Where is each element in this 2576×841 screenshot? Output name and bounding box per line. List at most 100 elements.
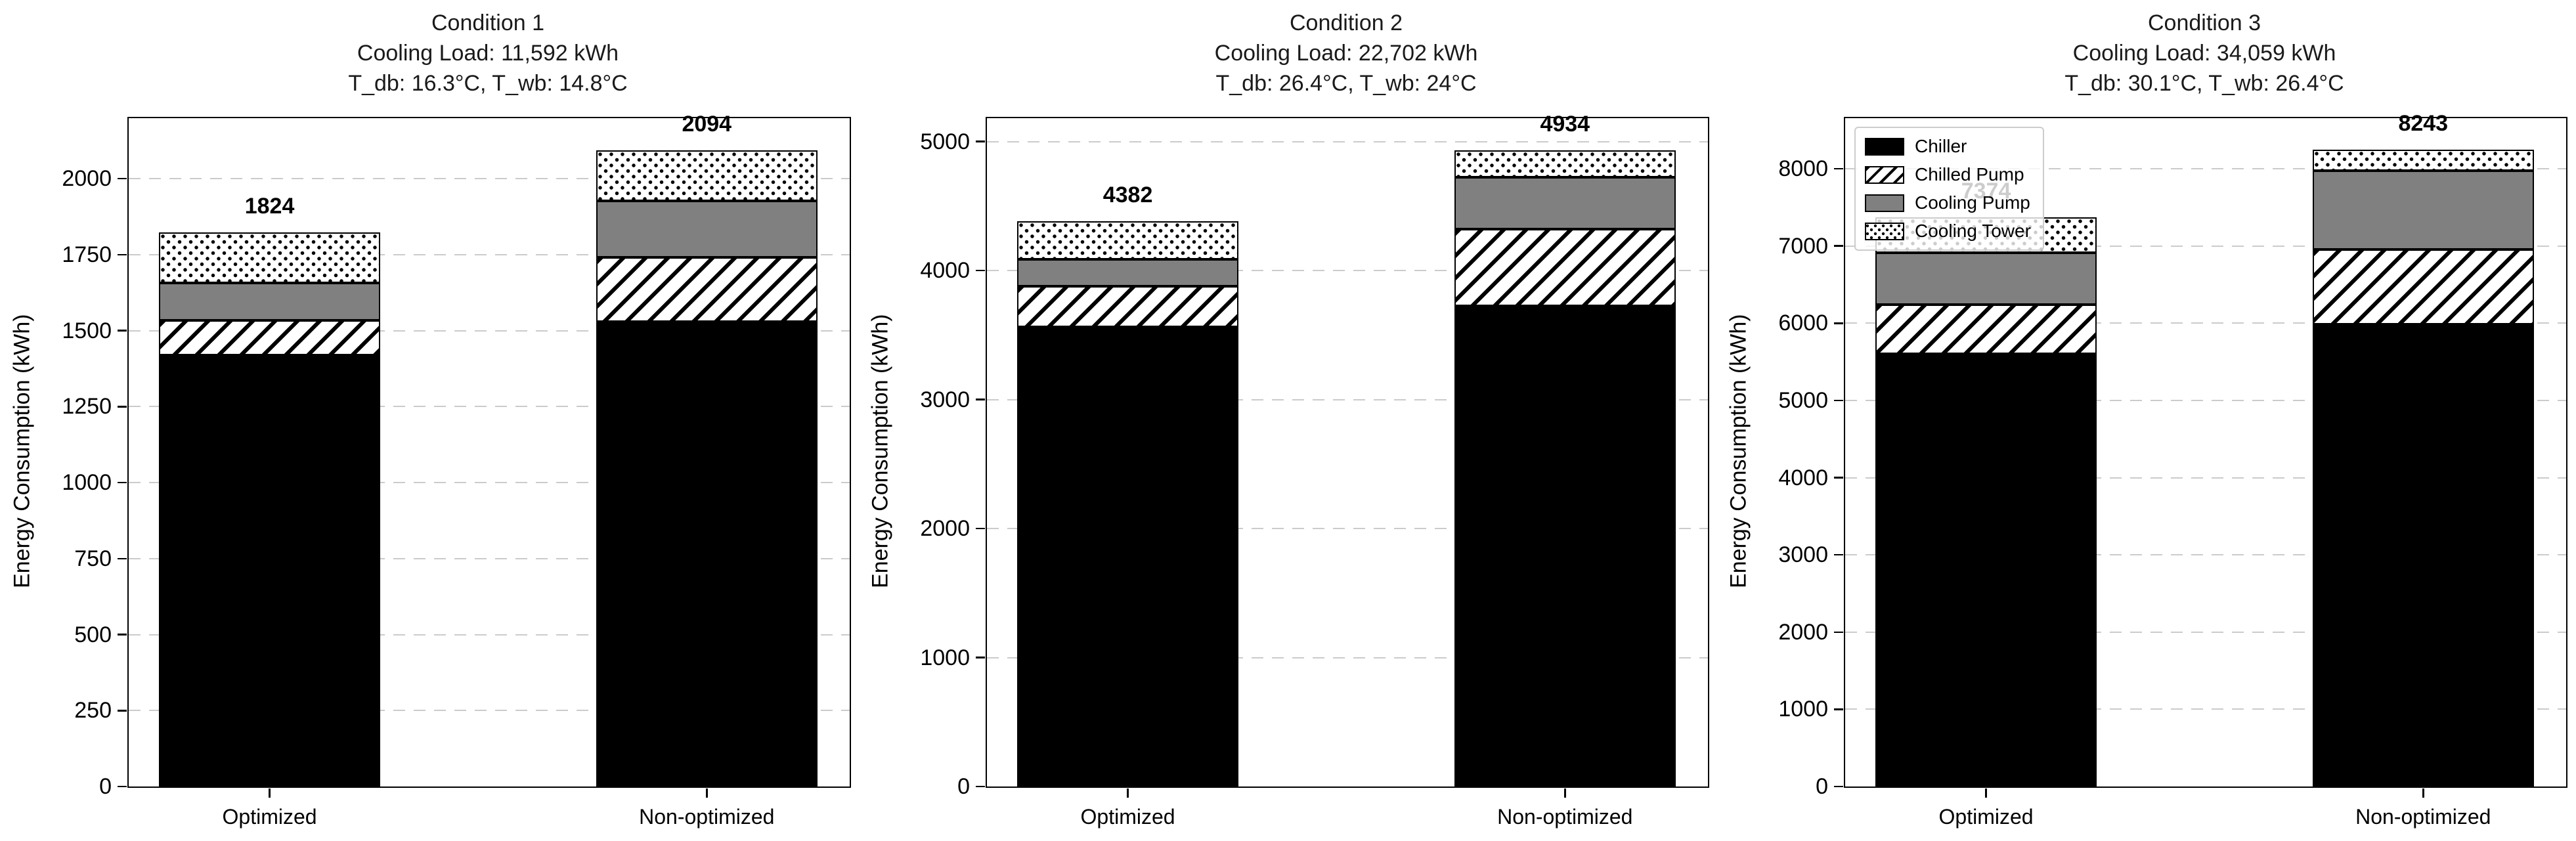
y-tick-label: 1500 <box>62 318 112 343</box>
y-tick-mark <box>976 399 985 400</box>
y-tick-mark <box>118 481 127 484</box>
y-tick-mark <box>1834 785 1843 788</box>
gridline <box>1845 554 2566 556</box>
bar-segment-chiller <box>1017 326 1239 787</box>
y-tick-mark <box>1834 553 1843 556</box>
subplot-condition-1: Condition 1 Cooling Load: 11,592 kWh T_db:… <box>0 0 858 841</box>
x-tick-mark <box>1564 788 1566 798</box>
x-tick-label: Non-optimized <box>2355 805 2491 829</box>
y-tick-label: 0 <box>99 774 112 799</box>
y-axis-label: Energy Consumption (kWh) <box>1726 314 1751 588</box>
subplot-condition-3: Condition 3 Cooling Load: 34,059 kWh T_db:… <box>1716 0 2575 841</box>
y-tick-mark <box>1834 399 1843 402</box>
subplot-title: Condition 1 Cooling Load: 11,592 kWh T_db:… <box>127 8 848 98</box>
gridline <box>987 270 1708 272</box>
gridline <box>1845 708 2566 710</box>
gridline <box>987 528 1708 530</box>
y-tick-label: 750 <box>74 546 112 571</box>
bar-segment-chiller <box>159 355 381 787</box>
subplot-title-line: T_db: 16.3°C, T_wb: 14.8°C <box>348 71 628 96</box>
gridline <box>1845 399 2566 401</box>
y-tick-label: 2000 <box>920 516 970 542</box>
y-axis-label: Energy Consumption (kWh) <box>9 314 35 588</box>
bar-segment-chiller <box>1454 306 1676 787</box>
legend-entry: Chiller <box>1865 136 2031 157</box>
x-tick-mark <box>2422 788 2424 798</box>
subplot-title-line: Cooling Load: 22,702 kWh <box>1214 41 1478 66</box>
plot-area: 0100020003000400050006000700080007374Opt… <box>1778 111 2567 829</box>
bar-segment-chiller <box>2312 324 2534 787</box>
gridline <box>129 634 850 636</box>
bar-segment-chiller <box>1875 353 2097 787</box>
y-tick-mark <box>118 253 127 256</box>
subplot-title-line: Cooling Load: 34,059 kWh <box>2072 41 2336 66</box>
subplot-title-line: Condition 1 <box>431 11 544 35</box>
bar-segment-cooling-pump <box>2312 171 2534 249</box>
y-tick-label: 5000 <box>1778 387 1828 413</box>
subplot-title-line: Condition 2 <box>1289 11 1403 35</box>
x-tick-mark <box>1985 788 1987 798</box>
bar-total-label: 1824 <box>244 193 295 219</box>
bar-segment-chilled-pump <box>596 257 818 322</box>
gridline <box>129 253 850 255</box>
y-tick-label: 2000 <box>1778 619 1828 645</box>
y-tick-mark <box>976 657 985 658</box>
bar-total-label: 8243 <box>2398 111 2449 137</box>
x-tick-label: Non-optimized <box>639 805 775 829</box>
legend-label: Cooling Tower <box>1915 221 2031 241</box>
legend-label: Chiller <box>1915 136 1967 156</box>
gridline <box>1845 245 2566 247</box>
legend-label: Chilled Pump <box>1915 164 2024 184</box>
gridline <box>1845 168 2566 170</box>
y-tick-label: 2000 <box>62 166 112 192</box>
legend-swatch-chilled-pump <box>1865 165 1904 184</box>
x-tick-label: Optimized <box>1080 805 1175 829</box>
legend: Chiller Chilled Pump Cooling Pump Cooling T… <box>1854 127 2044 251</box>
subplot-title: Condition 3 Cooling Load: 34,059 kWh T_db:… <box>1844 8 2565 98</box>
y-tick-mark <box>976 527 985 530</box>
bar-segment-cooling-pump <box>159 282 381 320</box>
gridline <box>129 557 850 559</box>
y-tick-label: 3000 <box>1778 542 1828 568</box>
x-tick-label: Non-optimized <box>1497 805 1633 829</box>
bar-segment-cooling-tower <box>1454 150 1676 177</box>
gridline <box>129 406 850 408</box>
bar-total-label: 2094 <box>682 111 732 137</box>
y-tick-label: 1000 <box>62 470 112 496</box>
y-tick-mark <box>118 710 127 712</box>
gridline <box>129 710 850 712</box>
y-tick-mark <box>1834 477 1843 479</box>
y-tick-mark <box>976 269 985 272</box>
gridline <box>987 657 1708 658</box>
y-tick-label: 4000 <box>920 258 970 284</box>
y-tick-mark <box>1834 631 1843 633</box>
y-tick-mark <box>118 634 127 636</box>
bar-segment-cooling-pump <box>1875 253 2097 305</box>
y-tick-label: 5000 <box>920 129 970 154</box>
y-tick-mark <box>976 140 985 142</box>
y-tick-mark <box>118 557 127 560</box>
gridline <box>987 399 1708 400</box>
legend-swatch-cooling-pump <box>1865 194 1904 212</box>
x-tick-label: Optimized <box>1938 805 2034 829</box>
subplot-title-line: Cooling Load: 11,592 kWh <box>357 41 619 66</box>
gridline <box>1845 631 2566 633</box>
legend-swatch-chiller <box>1865 137 1904 156</box>
legend-entry: Chilled Pump <box>1865 164 2031 185</box>
gridline <box>129 178 850 180</box>
plot-area: 0 1000 2000 3000 4000 5000 4382 Optimized 4934 No… <box>920 112 1709 829</box>
y-tick-mark <box>1834 167 1843 170</box>
subplot-title: Condition 2 Cooling Load: 22,702 kWh T_db:… <box>986 8 1707 98</box>
plot-area: 0 250 500 750 1000 1250 1500 1750 2000 1824 Optimi… <box>62 112 851 829</box>
bar-segment-chilled-pump <box>159 320 381 356</box>
y-tick-mark <box>118 785 127 788</box>
bar-segment-cooling-pump <box>596 200 818 257</box>
bar-segment-chilled-pump <box>2312 249 2534 325</box>
bar-segment-chiller <box>596 322 818 787</box>
bar-segment-chilled-pump <box>1454 229 1676 307</box>
y-tick-mark <box>1834 708 1843 710</box>
gridline <box>129 330 850 332</box>
gridline <box>987 140 1708 142</box>
legend-entry: Cooling Pump <box>1865 192 2031 213</box>
